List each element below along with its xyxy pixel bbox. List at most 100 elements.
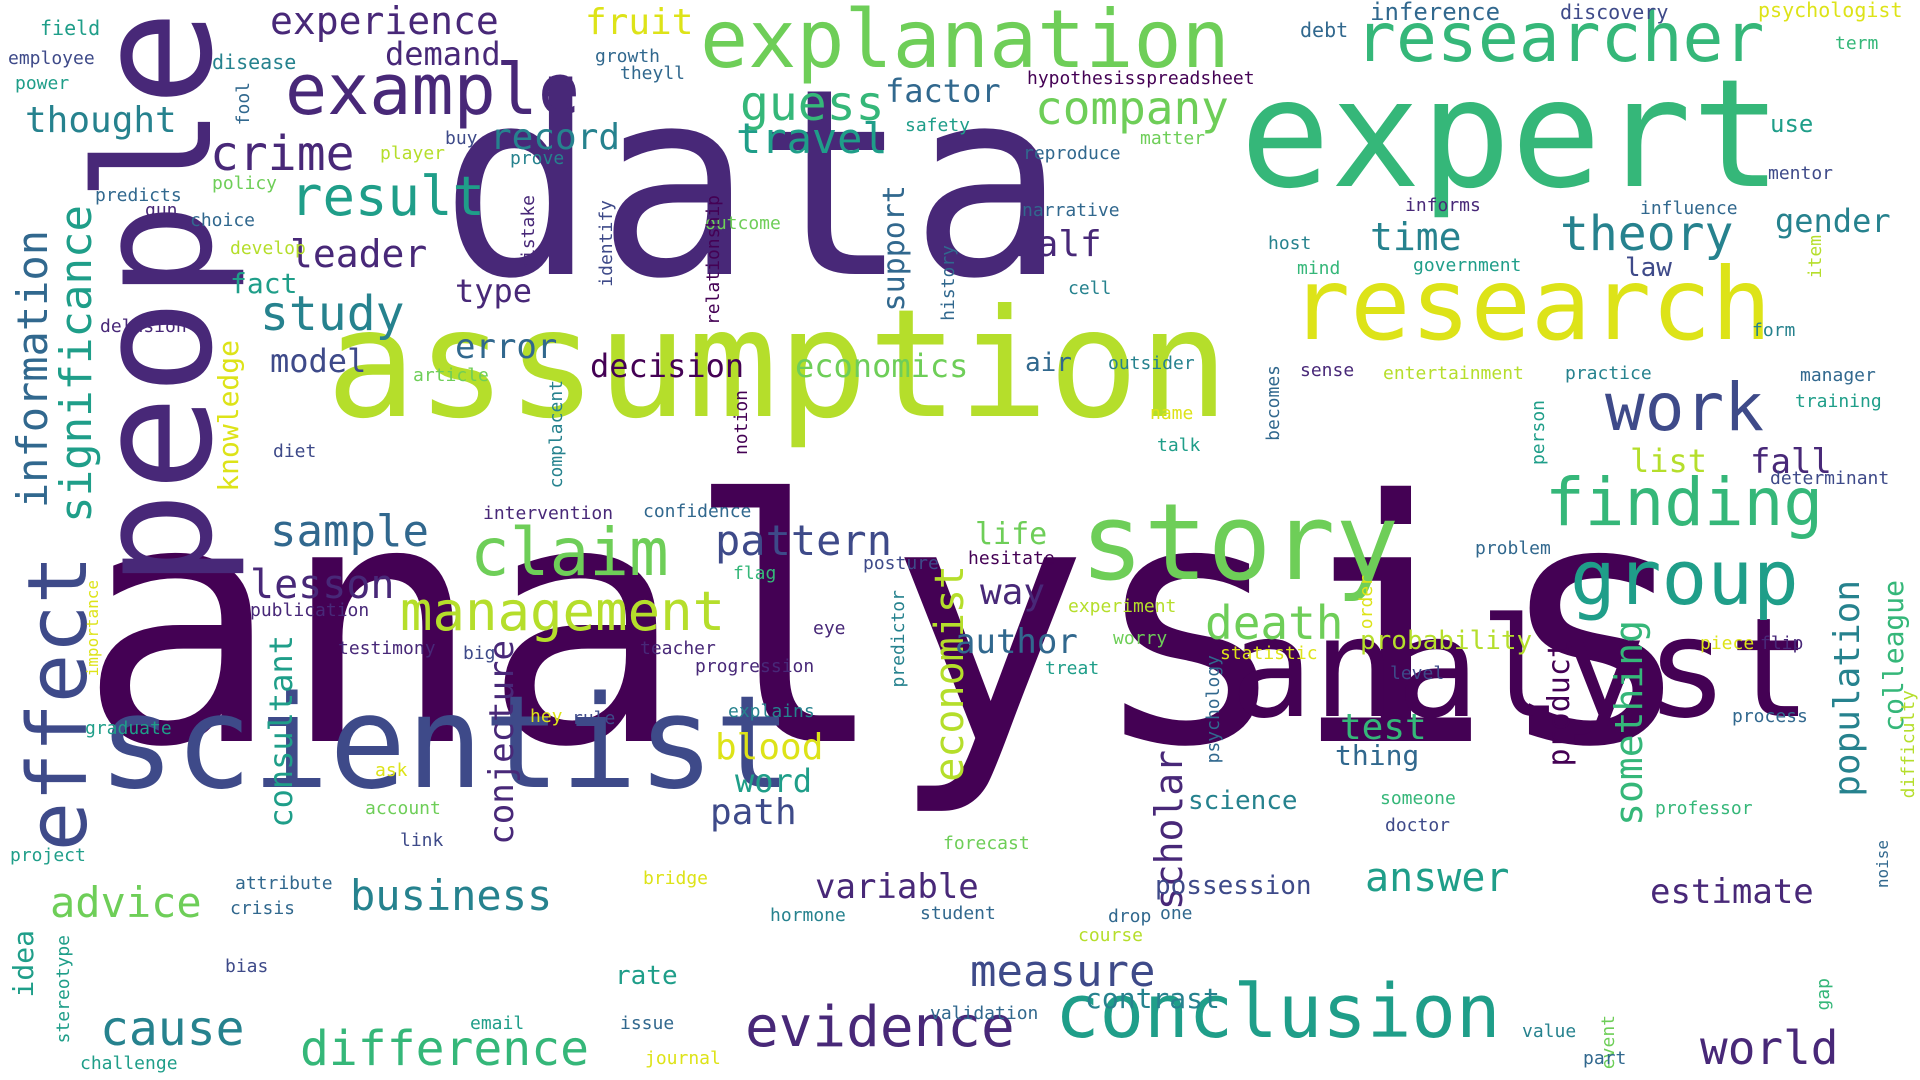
word-worry: worry <box>1113 628 1168 649</box>
word-hormone: hormone <box>770 905 846 926</box>
word-psychologist: psychologist <box>1758 0 1903 22</box>
word-delusion: delusion <box>100 316 187 337</box>
word-account: account <box>365 798 441 819</box>
word-rule: rule <box>572 708 616 729</box>
word-scientist: scientist <box>98 669 792 818</box>
word-doctor: doctor <box>1385 815 1451 836</box>
word-half: half <box>1015 224 1102 265</box>
word-outcome: outcome <box>705 213 781 234</box>
word-flip: flip <box>1760 633 1804 654</box>
word-influence: influence <box>1640 198 1738 219</box>
word-debt: debt <box>1300 18 1349 42</box>
word-story: story <box>1080 481 1400 604</box>
word-order: order <box>1356 575 1377 630</box>
word-something: something <box>1607 620 1651 826</box>
word-thought: thought <box>25 100 177 141</box>
word-mind: mind <box>1297 258 1341 279</box>
word-science: science <box>1188 786 1298 816</box>
word-significance: significance <box>51 205 102 523</box>
word-choice: choice <box>190 210 256 231</box>
word-noise: noise <box>1873 840 1892 889</box>
word-issue: issue <box>620 1013 675 1034</box>
word-expert: expert <box>1240 48 1782 222</box>
word-theyll: theyll <box>620 63 686 84</box>
word-employee: employee <box>8 48 95 69</box>
word-mistake: mistake <box>518 195 539 271</box>
word-management: management <box>400 580 726 643</box>
word-life: life <box>975 517 1048 552</box>
word-record: record <box>490 117 621 158</box>
word-posture: posture <box>863 553 939 574</box>
word-thing: thing <box>1335 739 1420 772</box>
word-government: government <box>1413 255 1522 276</box>
word-blood: blood <box>715 727 824 768</box>
word-possession: possession <box>1155 871 1312 901</box>
word-sample: sample <box>270 506 429 557</box>
word-inference: inference <box>1370 0 1501 26</box>
word-predicts: predicts <box>95 185 182 206</box>
word-safety: safety <box>905 115 971 136</box>
word-travel: travel <box>736 114 888 163</box>
word-researcher: researcher <box>1355 0 1765 78</box>
word-demand: demand <box>385 35 501 73</box>
word-notion: notion <box>731 390 752 456</box>
word-term: term <box>1835 33 1879 54</box>
word-gender: gender <box>1775 202 1891 240</box>
word-theory: theory <box>1560 206 1734 262</box>
word-diet: diet <box>273 441 317 462</box>
word-importance: importance <box>83 580 102 677</box>
word-explains: explains <box>728 701 815 722</box>
word-gun: gun <box>145 200 178 221</box>
word-assumption: assumption <box>326 278 1230 452</box>
word-idea: idea <box>7 930 40 998</box>
word-prove: prove <box>510 148 565 169</box>
word-explanation: explanation <box>700 0 1230 86</box>
word-process: process <box>1732 706 1808 727</box>
word-type: type <box>455 272 533 310</box>
word-player: player <box>380 143 446 164</box>
word-support: support <box>877 185 912 312</box>
word-product: product <box>1542 640 1577 767</box>
word-forecast: forecast <box>943 833 1030 854</box>
word-world: world <box>1700 1021 1839 1075</box>
word-publication: publication <box>250 600 370 621</box>
word-item: item <box>1805 235 1826 279</box>
word-level: level <box>1390 663 1445 684</box>
word-flag: flag <box>733 563 777 584</box>
word-difference: difference <box>300 1021 589 1077</box>
word-statistic: statistic <box>1220 643 1318 664</box>
word-fool: fool <box>233 82 254 126</box>
word-gap: gap <box>1813 978 1834 1011</box>
word-narrative: narrative <box>1022 200 1120 221</box>
word-company: company <box>1035 81 1229 135</box>
word-teacher: teacher <box>640 638 716 659</box>
word-complacent: complacent <box>546 380 567 489</box>
word-hypothesisspreadsheet: hypothesisspreadsheet <box>1027 68 1255 89</box>
word-death: death <box>1205 596 1344 650</box>
word-bridge: bridge <box>643 868 709 889</box>
word-way: way <box>980 572 1046 613</box>
word-conjecture: conjecture <box>482 640 522 845</box>
word-policy: policy <box>212 173 278 194</box>
word-informs: informs <box>1405 195 1481 216</box>
word-rate: rate <box>615 961 678 991</box>
word-decision: decision <box>590 347 745 385</box>
word-test: test <box>1340 707 1427 748</box>
word-contrast: contrast <box>1085 982 1220 1015</box>
word-professor: professor <box>1655 798 1753 819</box>
word-determinant: determinant <box>1770 468 1890 489</box>
word-information: information <box>8 230 57 509</box>
word-graduate: graduate <box>85 718 172 739</box>
word-psychology: psychology <box>1203 655 1224 764</box>
word-article: article <box>413 365 489 386</box>
word-value: value <box>1522 1021 1577 1042</box>
word-predictor: predictor <box>888 590 909 688</box>
word-analyst: analyst <box>1230 588 1812 749</box>
word-factor: factor <box>885 72 1001 110</box>
word-discovery: discovery <box>1560 0 1669 24</box>
word-email: email <box>470 1013 525 1034</box>
word-field: field <box>40 16 101 40</box>
word-crisis: crisis <box>230 898 296 919</box>
word-testimony: testimony <box>338 638 436 659</box>
